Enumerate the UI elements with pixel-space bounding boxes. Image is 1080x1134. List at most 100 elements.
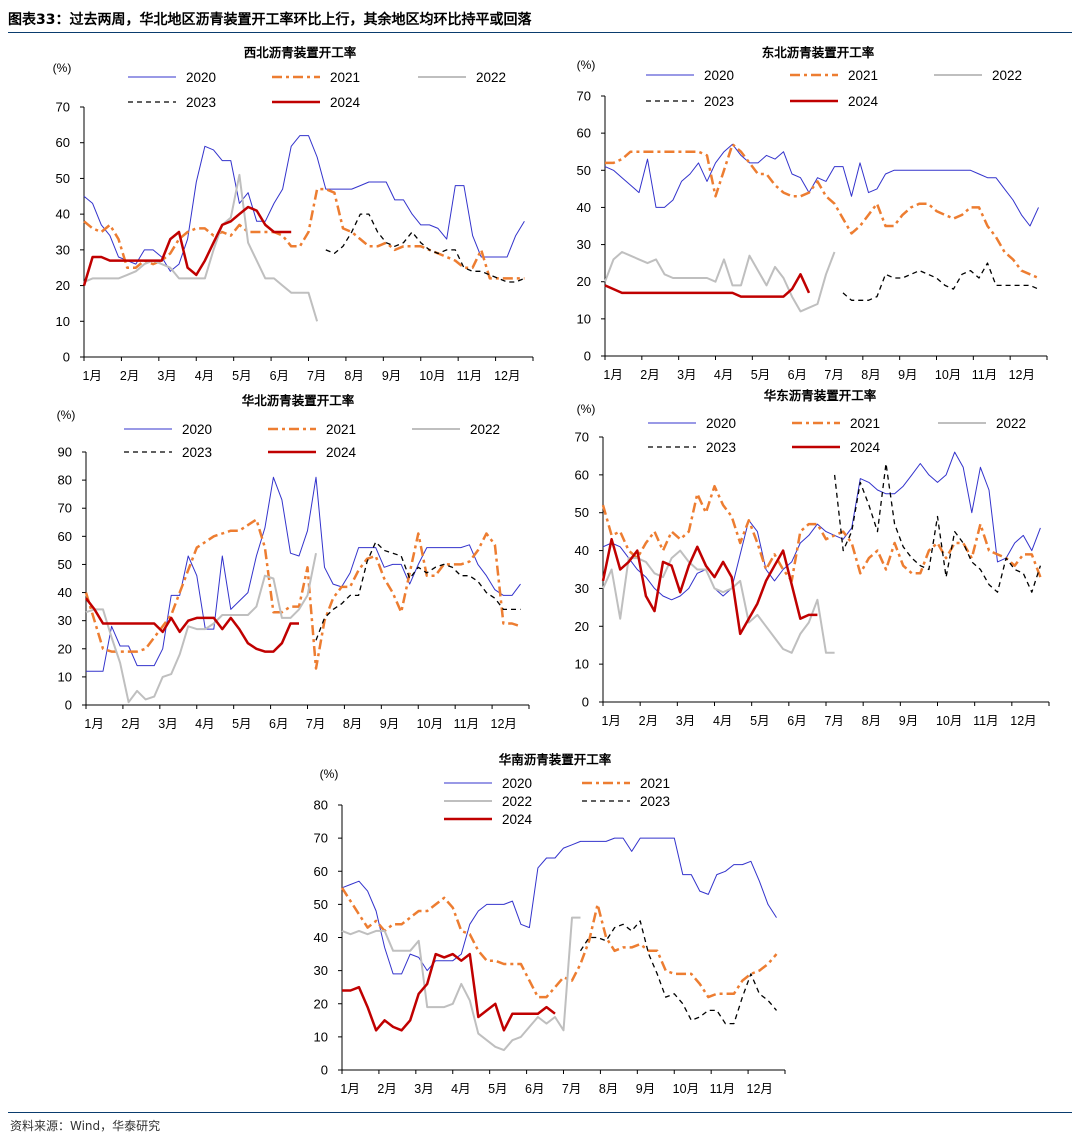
- y-tick-label: 30: [577, 237, 591, 252]
- y-tick-label: 70: [575, 430, 589, 445]
- legend-label-2020: 2020: [502, 776, 532, 791]
- chart-panel-3: 华北沥青装置开工率 (%) 0 10 20 30 40 50 60 70 80 90 1月 2月 3月 4月 5…: [57, 393, 530, 731]
- y-axis-unit: (%): [57, 408, 76, 422]
- x-tick-label: 2月: [640, 368, 659, 382]
- series-2023-line: [579, 920, 777, 1025]
- y-tick-label: 60: [58, 529, 72, 544]
- chart-title: 华南沥青装置开工率: [499, 752, 612, 767]
- chart-panel-5: 华南沥青装置开工率 (%) 0 10 20 30 40 50 60 70 80 1月 2月 3月 4月 5月 6…: [314, 752, 786, 1096]
- y-tick-label: 70: [314, 831, 328, 846]
- legend-label-2020: 2020: [182, 422, 212, 437]
- y-tick-label: 30: [56, 242, 70, 257]
- figure-title: 图表33：过去两周，华北地区沥青装置开工率环比上行，其余地区均环比持平或回落: [8, 12, 532, 28]
- y-tick-label: 80: [314, 798, 328, 813]
- x-tick-label: 4月: [713, 714, 732, 728]
- legend-label-2021: 2021: [640, 776, 670, 791]
- y-tick-label: 40: [575, 543, 589, 558]
- legend-label-2024: 2024: [502, 812, 533, 827]
- legend-label-2023: 2023: [182, 445, 212, 460]
- y-tick-label: 0: [584, 349, 591, 364]
- y-tick-label: 50: [575, 505, 589, 520]
- x-tick-label: 7月: [824, 368, 843, 382]
- series-2024-line: [601, 537, 818, 636]
- x-tick-label: 1月: [603, 368, 622, 382]
- y-tick-label: 0: [582, 695, 589, 710]
- legend-label-2023: 2023: [186, 95, 216, 110]
- legend-label-2023: 2023: [704, 94, 734, 109]
- x-tick-label: 2月: [121, 717, 140, 731]
- x-tick-label: 10月: [417, 717, 443, 731]
- x-tick-label: 11月: [972, 368, 997, 382]
- x-tick-label: 3月: [157, 369, 176, 383]
- legend-label-2021: 2021: [848, 68, 878, 83]
- series-2022-line: [341, 916, 581, 1052]
- series-2023-line: [325, 213, 525, 283]
- series-2023-line: [842, 262, 1039, 301]
- legend: 2020 2021 2022 2023 2024: [124, 422, 500, 460]
- x-tick-label: 4月: [714, 368, 733, 382]
- x-tick-label: 8月: [861, 368, 880, 382]
- x-tick-label: 5月: [232, 369, 251, 383]
- x-tick-label: 7月: [824, 714, 843, 728]
- y-tick-label: 40: [577, 200, 591, 215]
- legend-label-2021: 2021: [850, 416, 880, 431]
- x-tick-label: 12月: [1009, 368, 1035, 382]
- y-tick-label: 30: [314, 963, 328, 978]
- legend-label-2022: 2022: [992, 68, 1022, 83]
- y-tick-label: 90: [58, 445, 72, 460]
- y-tick-label: 10: [56, 314, 70, 329]
- y-tick-label: 60: [314, 864, 328, 879]
- y-axis-unit: (%): [320, 767, 339, 781]
- x-tick-label: 4月: [195, 369, 214, 383]
- y-tick-label: 30: [575, 581, 589, 596]
- y-tick-label: 0: [65, 698, 72, 713]
- series-2021-line: [340, 887, 778, 999]
- y-tick-label: 10: [577, 311, 591, 326]
- legend-label-2021: 2021: [330, 70, 360, 85]
- x-tick-label: 6月: [525, 1082, 544, 1096]
- legend-label-2024: 2024: [850, 440, 881, 455]
- series-2020-line: [86, 476, 521, 672]
- chart-panel-1: 西北沥青装置开工率 (%) 0 10 20 30 40 50 60 70 1月 2月 3月 4月 5月 6月 7…: [53, 45, 534, 383]
- y-tick-label: 50: [314, 897, 328, 912]
- series-2020-line: [83, 135, 525, 272]
- x-tick-label: 4月: [451, 1082, 470, 1096]
- series-2021-line: [605, 143, 1039, 280]
- y-tick-label: 0: [63, 350, 70, 365]
- chart-panel-4: 华东沥青装置开工率 (%) 0 10 20 30 40 50 60 70 1月 2月 3月 4月 5月 6月 7…: [575, 388, 1050, 728]
- y-tick-label: 40: [58, 585, 72, 600]
- y-tick-label: 70: [58, 501, 72, 516]
- x-tick-label: 7月: [562, 1082, 581, 1096]
- legend: 2020 2021 2022 2023 2024: [648, 416, 1026, 455]
- x-tick-label: 1月: [82, 369, 101, 383]
- x-tick-label: 9月: [636, 1082, 655, 1096]
- legend-label-2022: 2022: [470, 422, 500, 437]
- x-tick-label: 12月: [491, 717, 517, 731]
- y-tick-label: 10: [575, 657, 589, 672]
- x-tick-label: 12月: [747, 1082, 773, 1096]
- footer-divider: [8, 1112, 1072, 1113]
- y-tick-label: 40: [314, 930, 328, 945]
- x-tick-label: 3月: [677, 368, 696, 382]
- legend-label-2024: 2024: [848, 94, 879, 109]
- figure-header: 图表33：过去两周，华北地区沥青装置开工率环比上行，其余地区均环比持平或回落: [0, 0, 1080, 34]
- series-2021-line: [84, 518, 521, 670]
- legend-label-2022: 2022: [502, 794, 532, 809]
- chart-title: 东北沥青装置开工率: [762, 45, 875, 60]
- series-2020-line: [341, 837, 777, 975]
- x-tick-label: 11月: [454, 717, 479, 731]
- x-tick-label: 3月: [676, 714, 695, 728]
- legend-label-2024: 2024: [330, 95, 361, 110]
- y-tick-label: 20: [577, 274, 591, 289]
- x-tick-label: 9月: [899, 714, 918, 728]
- legend: 2020 2021 2022 2023 2024: [444, 776, 670, 827]
- y-tick-label: 50: [56, 171, 70, 186]
- x-tick-label: 6月: [788, 368, 807, 382]
- x-tick-label: 8月: [862, 714, 881, 728]
- x-tick-label: 8月: [599, 1082, 618, 1096]
- series-2022-line: [85, 553, 317, 704]
- x-tick-label: 1月: [84, 717, 103, 731]
- legend-label-2021: 2021: [326, 422, 356, 437]
- y-tick-label: 60: [575, 467, 589, 482]
- x-tick-label: 10月: [673, 1082, 699, 1096]
